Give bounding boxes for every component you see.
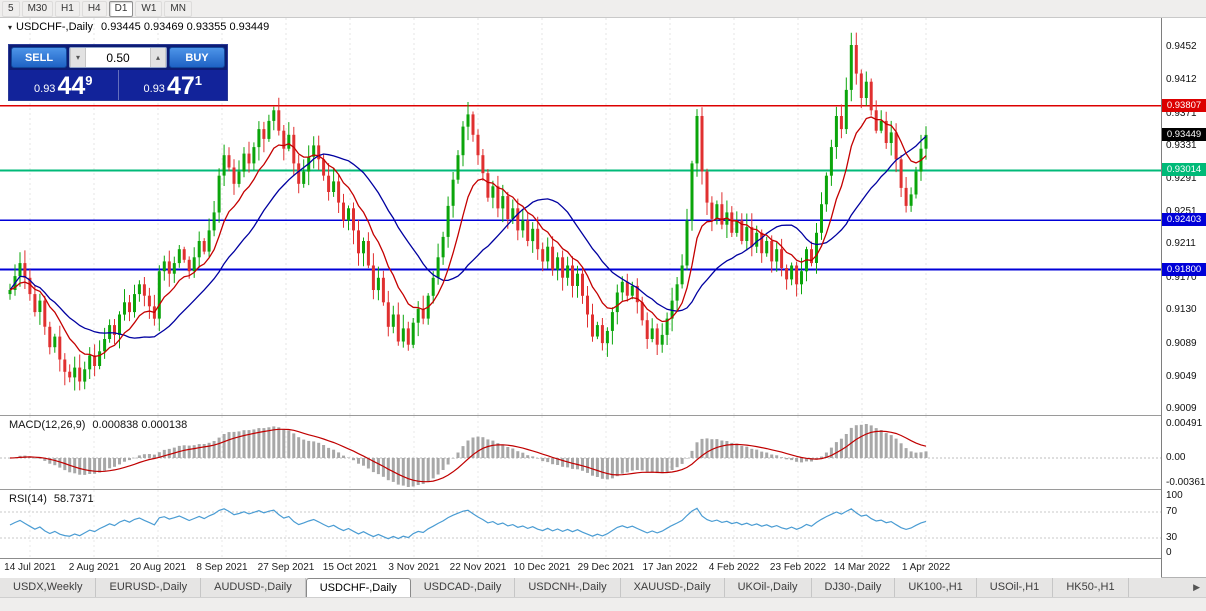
date-label: 14 Mar 2022: [833, 562, 891, 573]
sell-price[interactable]: 0.93 44 9: [9, 70, 118, 100]
price-tick: 0.9211: [1166, 238, 1196, 249]
rsi-panel[interactable]: [0, 490, 1161, 558]
price-tick: 0.9412: [1166, 74, 1197, 85]
bid-price-badge: 0.93449: [1162, 128, 1206, 141]
buy-button[interactable]: BUY: [169, 47, 225, 68]
price-tick: 0.9089: [1166, 338, 1197, 349]
chart-tab[interactable]: EURUSD-,Daily: [96, 578, 202, 597]
chart-tab[interactable]: HK50-,H1: [1053, 578, 1129, 597]
macd-values: 0.000838 0.000138: [92, 419, 188, 431]
volume-field: ▾ ▴: [69, 47, 167, 68]
price-tick: 0.9291: [1166, 173, 1197, 184]
price-chart[interactable]: [0, 18, 1161, 415]
chart-tab[interactable]: XAUUSD-,Daily: [621, 578, 725, 597]
price-tick: 0.9452: [1166, 41, 1197, 52]
chart-symbol-label: USDCHF-,Daily: [16, 21, 94, 33]
trade-prices-row: 0.93 44 9 0.93 47 1: [9, 70, 227, 100]
one-click-trade-panel: SELL ▾ ▴ BUY 0.93 44 9 0.93 47 1: [8, 44, 228, 101]
date-label: 10 Dec 2021: [513, 562, 571, 573]
timeframe-button-m30[interactable]: M30: [21, 0, 54, 17]
chart-tab[interactable]: DJ30-,Daily: [812, 578, 896, 597]
date-label: 20 Aug 2021: [129, 562, 187, 573]
buy-price-prefix: 0.93: [143, 83, 165, 95]
macd-tick: 0.00: [1166, 452, 1186, 463]
tab-scroll-right-icon[interactable]: ▶: [1193, 582, 1200, 592]
date-label: 17 Jan 2022: [642, 562, 698, 573]
rsi-value: 58.7371: [53, 493, 94, 505]
chart-tab[interactable]: USDCHF-,Daily: [305, 578, 411, 597]
date-label: 3 Nov 2021: [388, 562, 440, 573]
buy-price-sup: 1: [194, 73, 202, 88]
timeframe-button-5[interactable]: 5: [2, 0, 20, 17]
date-label: 23 Feb 2022: [769, 562, 827, 573]
chart-tab[interactable]: USOil-,H1: [977, 578, 1054, 597]
timeframe-toolbar: 5 M30 H1 H4 D1 W1 MN: [0, 0, 1206, 18]
price-tick: 0.9170: [1166, 272, 1197, 283]
date-label: 14 Jul 2021: [4, 562, 56, 573]
date-label: 29 Dec 2021: [577, 562, 635, 573]
date-label: 2 Aug 2021: [68, 562, 120, 573]
chart-menu-icon[interactable]: ▾: [8, 23, 13, 32]
price-tick: 0.9049: [1166, 371, 1197, 382]
sell-price-big: 44: [57, 72, 86, 100]
status-bar: [0, 597, 1206, 611]
rsi-tick: 30: [1166, 532, 1178, 543]
macd-tick: 0.00491: [1166, 418, 1203, 429]
sell-button[interactable]: SELL: [11, 47, 67, 68]
rsi-panel-separator[interactable]: [0, 489, 1206, 490]
timeframe-button-mn[interactable]: MN: [164, 0, 192, 17]
chart-tab[interactable]: USDX,Weekly: [0, 578, 97, 597]
chart-title: ▾ USDCHF-,Daily 0.93445 0.93469 0.93355 0.…: [8, 21, 269, 33]
price-level-badge: 0.92403: [1162, 213, 1206, 226]
date-label: 15 Oct 2021: [322, 562, 378, 573]
price-axis[interactable]: 0.9452 0.9412 0.9371 0.9331 0.9291 0.9251 0.92…: [1161, 18, 1206, 577]
date-label: 22 Nov 2021: [449, 562, 507, 573]
volume-input[interactable]: [86, 48, 150, 67]
buy-price[interactable]: 0.93 47 1: [117, 70, 228, 100]
macd-panel[interactable]: [0, 416, 1161, 489]
price-level-badge: 0.93014: [1162, 163, 1206, 176]
date-label: 4 Feb 2022: [708, 562, 760, 573]
symbol-tabs: USDX,Weekly EURUSD-,Daily AUDUSD-,Daily USD…: [0, 577, 1206, 597]
chart-tab[interactable]: AUDUSD-,Daily: [201, 578, 306, 597]
chart-tab[interactable]: USDCNH-,Daily: [515, 578, 621, 597]
timeframe-button-h1[interactable]: H1: [55, 0, 80, 17]
chart-tab[interactable]: UKOil-,Daily: [725, 578, 812, 597]
timeframe-button-h4[interactable]: H4: [81, 0, 107, 17]
price-level-badge: 0.91800: [1162, 263, 1206, 276]
volume-decrease-button[interactable]: ▾: [70, 48, 86, 67]
chart-tab[interactable]: USDCAD-,Daily: [411, 578, 516, 597]
trade-controls-row: SELL ▾ ▴ BUY: [9, 45, 227, 70]
timeframe-button-d1[interactable]: D1: [108, 0, 134, 17]
sell-price-prefix: 0.93: [34, 83, 56, 95]
timeframe-button-w1[interactable]: W1: [135, 0, 163, 17]
macd-tick: -0.00361: [1166, 477, 1206, 488]
date-label: 27 Sep 2021: [257, 562, 315, 573]
price-level-badge: 0.93807: [1162, 99, 1206, 112]
rsi-tick: 70: [1166, 506, 1178, 517]
rsi-tick: 0: [1166, 547, 1172, 558]
rsi-tick: 100: [1166, 490, 1183, 501]
date-label: 8 Sep 2021: [196, 562, 248, 573]
buy-price-big: 47: [166, 72, 195, 100]
price-tick: 0.9130: [1166, 304, 1197, 315]
price-tick: 0.9009: [1166, 403, 1197, 414]
sell-price-sup: 9: [85, 73, 93, 88]
date-label: 1 Apr 2022: [901, 562, 951, 573]
price-tick: 0.9251: [1166, 206, 1197, 217]
price-tick: 0.9371: [1166, 108, 1197, 119]
rsi-name: RSI(14): [9, 493, 47, 505]
rsi-label: RSI(14) 58.7371: [9, 493, 94, 505]
volume-increase-button[interactable]: ▴: [150, 48, 166, 67]
chart-ohlc-values: 0.93445 0.93469 0.93355 0.93449: [101, 21, 270, 33]
chart-tab[interactable]: UK100-,H1: [895, 578, 977, 597]
price-tick: 0.9331: [1166, 140, 1197, 151]
macd-label: MACD(12,26,9) 0.000838 0.000138: [9, 419, 187, 431]
macd-name: MACD(12,26,9): [9, 419, 86, 431]
macd-panel-separator[interactable]: [0, 415, 1206, 416]
chart-window: ▾ USDCHF-,Daily 0.93445 0.93469 0.93355 0.…: [0, 18, 1206, 578]
time-axis[interactable]: 14 Jul 2021 2 Aug 2021 20 Aug 2021 8 Sep 20…: [0, 558, 1161, 578]
